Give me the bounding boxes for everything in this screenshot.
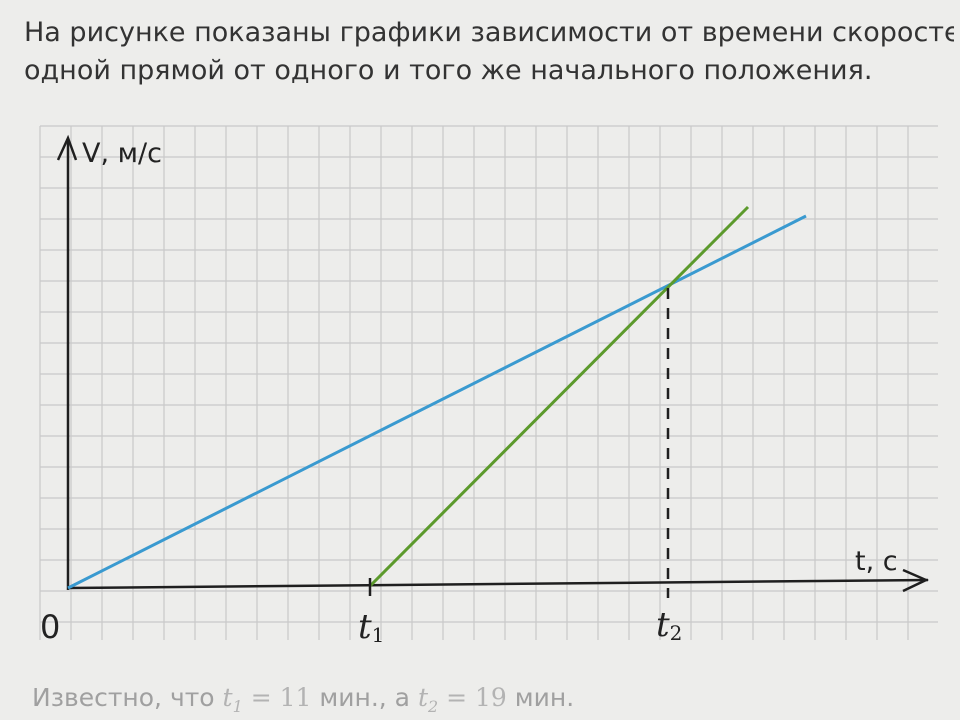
footer-prefix: Известно, что <box>32 683 223 712</box>
footer-t1-value: 11 <box>279 683 312 712</box>
t1-label-base: t <box>358 607 372 647</box>
footer-eq2: = <box>438 683 476 712</box>
footer-t2-sub: 2 <box>427 697 439 716</box>
t1-label: t1 <box>358 607 384 647</box>
origin-label: 0 <box>40 608 60 646</box>
x-axis-arrow <box>902 568 930 593</box>
footer-t1-var: t <box>222 683 233 712</box>
footer-t1-sub: 1 <box>232 697 243 716</box>
x-axis-label: t, с <box>855 546 898 577</box>
problem-line-1: На рисунке показаны графики зависимости … <box>24 17 954 48</box>
grid <box>39 125 938 640</box>
x-axis <box>67 578 929 590</box>
footer-mid: мин., а <box>311 683 418 712</box>
y-axis-label: V, м/с <box>82 138 162 169</box>
footer-t2-value: 19 <box>475 683 507 712</box>
footer-suffix: мин. <box>506 683 575 712</box>
footer-eq1: = <box>242 683 280 712</box>
t2-label-base: t <box>656 605 670 645</box>
given-values: Известно, что t1 = 11 мин., а t2 = 19 ми… <box>32 683 574 716</box>
t2-label-sub: 2 <box>670 621 683 645</box>
problem-statement: На рисунке показаны графики зависимости … <box>24 14 954 90</box>
velocity-line-green <box>368 205 750 588</box>
t1-label-sub: 1 <box>372 623 385 647</box>
y-axis-arrow <box>56 134 78 161</box>
velocity-line-blue <box>67 214 807 590</box>
t2-label: t2 <box>656 605 682 645</box>
problem-line-2: одной прямой от одного и того же начальн… <box>24 55 873 86</box>
footer-t2-var: t <box>417 683 428 712</box>
